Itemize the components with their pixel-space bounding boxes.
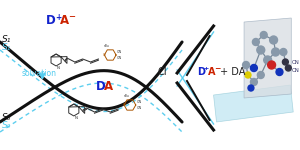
Text: A: A: [60, 14, 69, 27]
Text: O: O: [123, 103, 125, 107]
Circle shape: [243, 61, 250, 69]
Text: S₀: S₀: [2, 114, 11, 123]
Circle shape: [248, 85, 254, 91]
Text: solvation: solvation: [22, 69, 57, 78]
Circle shape: [245, 72, 251, 78]
Text: +: +: [55, 12, 61, 21]
Text: CN: CN: [291, 68, 299, 72]
Text: A: A: [208, 67, 215, 77]
Text: −: −: [214, 64, 221, 74]
Polygon shape: [244, 18, 291, 98]
Text: nBu: nBu: [124, 94, 129, 98]
Circle shape: [285, 65, 291, 71]
Text: D: D: [95, 81, 105, 93]
Text: CN: CN: [117, 56, 122, 60]
Text: S₀: S₀: [2, 122, 11, 130]
Text: + DA: + DA: [218, 67, 246, 77]
Circle shape: [250, 64, 257, 72]
Circle shape: [272, 48, 280, 56]
Circle shape: [268, 61, 275, 69]
Circle shape: [280, 48, 287, 56]
Circle shape: [252, 39, 259, 45]
Text: N: N: [57, 66, 60, 70]
Text: CI: CI: [158, 67, 167, 77]
Text: CN: CN: [117, 50, 122, 54]
Text: A: A: [104, 81, 113, 93]
Text: N: N: [74, 116, 77, 120]
Circle shape: [282, 59, 288, 65]
Circle shape: [257, 46, 265, 54]
Text: CN: CN: [136, 106, 142, 110]
Text: CN: CN: [291, 60, 299, 64]
Text: nBu: nBu: [104, 44, 110, 48]
Circle shape: [270, 36, 278, 44]
Circle shape: [260, 32, 267, 39]
Text: S₁: S₁: [2, 34, 11, 43]
Text: +: +: [204, 66, 209, 72]
Circle shape: [276, 69, 283, 75]
Circle shape: [257, 72, 264, 78]
Text: O: O: [103, 53, 106, 57]
Polygon shape: [214, 85, 293, 122]
Text: S₁: S₁: [2, 42, 11, 51]
Text: D: D: [46, 14, 56, 27]
Text: CN: CN: [136, 100, 142, 104]
Text: D: D: [197, 67, 205, 77]
Circle shape: [264, 56, 272, 64]
Text: −: −: [68, 12, 75, 21]
Circle shape: [250, 78, 257, 86]
